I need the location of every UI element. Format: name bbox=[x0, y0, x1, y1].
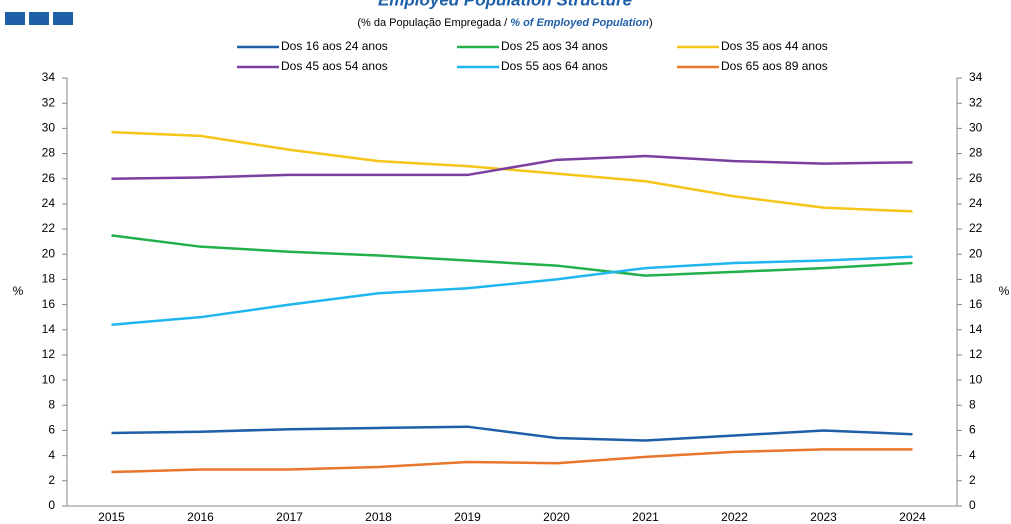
y2-tick-label: 20 bbox=[969, 246, 983, 260]
subtitle-part: (% da População Empregada / bbox=[357, 17, 510, 29]
legend-label: Dos 35 aos 44 anos bbox=[721, 39, 828, 53]
y2-tick-label: 18 bbox=[969, 272, 983, 286]
y2-tick-label: 10 bbox=[969, 372, 983, 386]
y2-tick-label: 4 bbox=[969, 448, 976, 462]
x-tick-label: 2017 bbox=[276, 510, 303, 524]
chart-title: Employed Population Structure bbox=[378, 0, 632, 9]
legend-label: Dos 25 aos 34 anos bbox=[501, 39, 608, 53]
y2-tick-label: 30 bbox=[969, 121, 983, 135]
series-line bbox=[111, 425, 913, 442]
series-line bbox=[111, 234, 913, 277]
y2-tick-label: 26 bbox=[969, 171, 983, 185]
y2-tick-label: 22 bbox=[969, 221, 983, 235]
legend-label: Dos 45 aos 54 anos bbox=[281, 59, 388, 73]
y-tick-label: 16 bbox=[42, 297, 56, 311]
y-tick-label: 28 bbox=[42, 146, 56, 160]
y2-tick-label: 2 bbox=[969, 473, 976, 487]
y-tick-label: 0 bbox=[48, 498, 55, 512]
x-tick-label: 2022 bbox=[721, 510, 748, 524]
series-line bbox=[111, 154, 913, 180]
legend-label: Dos 55 aos 64 anos bbox=[501, 59, 608, 73]
x-tick-label: 2021 bbox=[632, 510, 659, 524]
y-tick-label: 18 bbox=[42, 272, 56, 286]
y2-tick-label: 0 bbox=[969, 498, 976, 512]
series-line bbox=[111, 255, 913, 326]
y-tick-label: 2 bbox=[48, 473, 55, 487]
y-tick-label: 8 bbox=[48, 397, 55, 411]
y-tick-label: 20 bbox=[42, 246, 56, 260]
y-tick-label: 22 bbox=[42, 221, 56, 235]
x-tick-label: 2016 bbox=[187, 510, 214, 524]
x-tick-label: 2015 bbox=[98, 510, 125, 524]
y-tick-label: 6 bbox=[48, 423, 55, 437]
y2-tick-label: 14 bbox=[969, 322, 983, 336]
y2-tick-label: 32 bbox=[969, 95, 983, 109]
logo bbox=[5, 12, 73, 25]
y2-tick-label: 6 bbox=[969, 423, 976, 437]
y2-tick-label: 12 bbox=[969, 347, 983, 361]
x-tick-label: 2024 bbox=[899, 510, 926, 524]
y2-axis-label: % bbox=[999, 284, 1010, 298]
x-tick-label: 2018 bbox=[365, 510, 392, 524]
y2-tick-label: 8 bbox=[969, 397, 976, 411]
subtitle-part: ) bbox=[649, 17, 653, 29]
y2-tick-label: 34 bbox=[969, 70, 983, 84]
x-tick-label: 2020 bbox=[543, 510, 570, 524]
y-tick-label: 24 bbox=[42, 196, 56, 210]
y-tick-label: 32 bbox=[42, 95, 56, 109]
legend-label: Dos 65 aos 89 anos bbox=[721, 59, 828, 73]
y-axis-label: % bbox=[13, 284, 24, 298]
y-tick-label: 10 bbox=[42, 372, 56, 386]
series-line bbox=[111, 130, 913, 213]
y2-tick-label: 28 bbox=[969, 146, 983, 160]
legend-label: Dos 16 aos 24 anos bbox=[281, 39, 388, 53]
y2-tick-label: 24 bbox=[969, 196, 983, 210]
y-tick-label: 12 bbox=[42, 347, 56, 361]
y2-tick-label: 16 bbox=[969, 297, 983, 311]
x-tick-label: 2023 bbox=[810, 510, 837, 524]
y-tick-label: 26 bbox=[42, 171, 56, 185]
y-tick-label: 4 bbox=[48, 448, 55, 462]
series-line bbox=[111, 448, 913, 474]
x-tick-label: 2019 bbox=[454, 510, 481, 524]
chart-subtitle: (% da População Empregada / % of Employe… bbox=[357, 17, 652, 29]
y-tick-label: 14 bbox=[42, 322, 56, 336]
subtitle-part: % of Employed Population bbox=[510, 17, 649, 29]
y-tick-label: 34 bbox=[42, 70, 56, 84]
y-tick-label: 30 bbox=[42, 121, 56, 135]
